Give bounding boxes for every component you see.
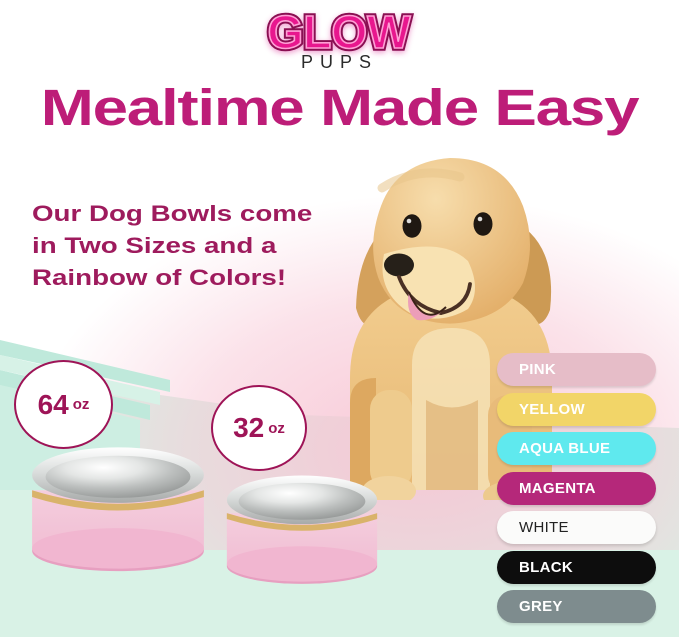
svg-text:GLOW: GLOW xyxy=(267,6,411,58)
